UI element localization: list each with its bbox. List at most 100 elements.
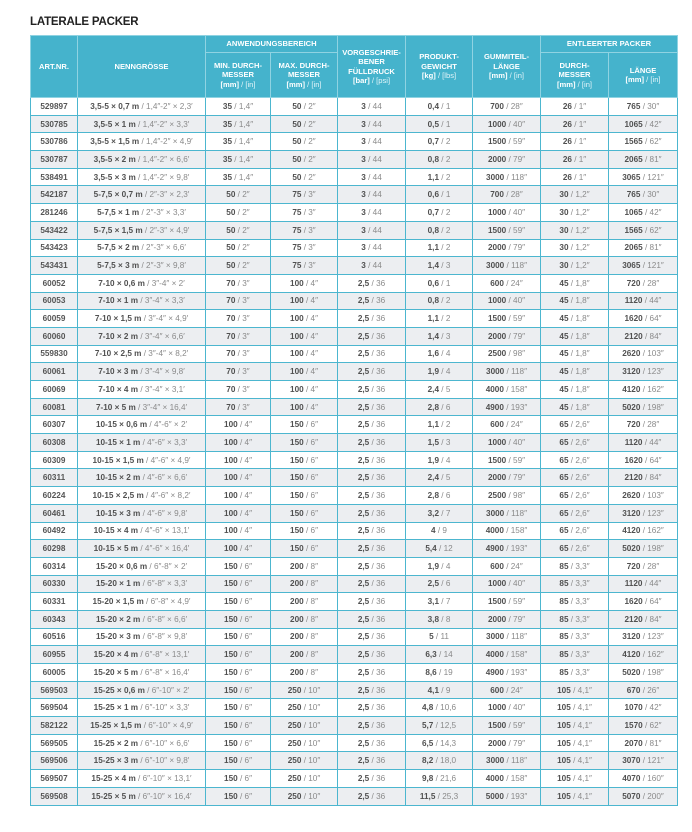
value-secondary: 3 <box>445 437 451 447</box>
separator: / <box>301 685 309 695</box>
value-primary: 0,5 <box>427 119 440 129</box>
value-primary: 105 <box>557 720 571 730</box>
value-primary: 150 <box>224 579 238 589</box>
value-secondary: 6″ <box>310 473 318 483</box>
value-primary: 2,5 <box>357 667 370 677</box>
separator: / <box>369 773 377 783</box>
value-primary: 3 <box>361 243 366 253</box>
value-primary: 75 <box>292 261 302 271</box>
cell-entleert-durchmesser: 105 / 4,1″ <box>540 698 610 718</box>
value-secondary: 118″ <box>511 367 528 377</box>
value-primary: 1620 <box>624 455 643 465</box>
separator: / <box>369 561 377 571</box>
separator: / <box>232 119 239 129</box>
separator: / <box>506 243 514 253</box>
table-row: 60224 10-15 × 2,5 m / 4″-6″ × 8,2′ 100 / 4… <box>30 486 679 505</box>
cell-gummiteil-laenge: 4000 / 158″ <box>472 769 542 788</box>
value-secondary: 9 <box>445 685 451 695</box>
value-primary: 85 <box>559 667 569 677</box>
separator: / <box>503 685 511 695</box>
cell-art-nr: 60516 <box>30 627 78 647</box>
value-primary: 150 <box>290 490 304 500</box>
cell-entleert-laenge: 2620 / 103″ <box>608 344 679 364</box>
separator: / <box>301 773 309 783</box>
value-secondary: 8″ <box>310 579 318 589</box>
value-primary: 15-25 × 2 m <box>93 738 139 748</box>
cell-entleert-durchmesser: 30 / 1,2″ <box>540 220 610 240</box>
separator: / <box>138 756 145 766</box>
separator: / <box>570 720 578 730</box>
value-primary: 70 <box>226 331 236 341</box>
separator: / <box>235 225 243 235</box>
value-secondary: 1 <box>445 119 451 129</box>
separator: / <box>369 437 377 447</box>
separator: / <box>303 455 311 465</box>
value-primary: 150 <box>224 773 238 783</box>
value-primary: 3000 <box>486 632 505 642</box>
value-primary: 15-25 × 1,5 m <box>90 720 142 730</box>
value-secondary: 4″ <box>310 278 318 288</box>
cell-min-durchmesser: 150 / 6″ <box>205 663 271 682</box>
value-secondary: 36 <box>376 402 386 412</box>
value-secondary: 6 <box>445 579 451 589</box>
value-secondary: 36 <box>376 773 386 783</box>
value-secondary: 36 <box>376 720 386 730</box>
cell-gewicht: 0,8 / 2 <box>405 291 474 311</box>
separator: / <box>503 791 511 801</box>
cell-min-durchmesser: 100 / 4″ <box>205 521 271 541</box>
value-secondary: 6″-8″ × 3,3′ <box>147 579 188 589</box>
value-primary: 2,5 <box>357 703 370 713</box>
value-secondary: 158″ <box>510 526 528 536</box>
separator: / <box>365 154 373 164</box>
value-primary: 3 <box>361 190 366 200</box>
separator: / <box>506 437 514 447</box>
value-primary: 7-10 × 5 m <box>95 402 136 412</box>
separator: / <box>237 473 245 483</box>
separator: / <box>503 101 511 111</box>
value-secondary: 1,4″-2″ × 4,9′ <box>146 137 193 147</box>
cell-entleert-laenge: 5020 / 198″ <box>608 397 679 417</box>
cell-gummiteil-laenge: 2000 / 79″ <box>472 150 542 169</box>
value-secondary: 103″ <box>647 490 664 500</box>
value-primary: 70 <box>226 296 236 306</box>
cell-min-durchmesser: 70 / 3″ <box>205 344 271 364</box>
value-secondary: 1,8″ <box>575 296 590 306</box>
value-primary: 150 <box>224 561 238 571</box>
value-secondary: 121″ <box>647 756 664 766</box>
value-primary: 3120 <box>622 367 641 377</box>
separator: / <box>138 367 145 377</box>
value-secondary: 198″ <box>647 667 664 677</box>
value-primary: 4000 <box>485 384 504 394</box>
separator: / <box>142 225 150 235</box>
separator: / <box>303 473 311 483</box>
separator: / <box>141 349 149 359</box>
value-primary: 105 <box>557 791 571 801</box>
value-primary: 105 <box>557 773 571 783</box>
value-primary: 2000 <box>487 738 507 748</box>
separator: / <box>369 331 377 341</box>
value-secondary: 118″ <box>511 508 528 518</box>
cell-gewicht: 0,6 / 1 <box>405 185 474 205</box>
value-secondary: 44 <box>372 172 382 182</box>
value-secondary: 44 <box>372 207 382 217</box>
value-primary: 10-15 × 2,5 m <box>92 490 144 500</box>
value-primary: 150 <box>224 667 238 677</box>
value-primary: 65 <box>559 473 569 483</box>
cell-art-nr: 569505 <box>30 733 78 753</box>
separator: / <box>143 490 151 500</box>
separator: / <box>642 473 650 483</box>
cell-entleert-laenge: 1565 / 62″ <box>608 132 679 152</box>
value-primary: 250 <box>287 685 302 695</box>
cell-gummiteil-laenge: 4000 / 158″ <box>472 645 542 664</box>
cell-entleert-durchmesser: 30 / 1,2″ <box>540 203 610 222</box>
separator: / <box>138 667 145 677</box>
cell-art-nr: 582122 <box>30 716 78 735</box>
value-primary: 4070 <box>622 773 641 783</box>
value-secondary: 6″ <box>244 597 252 607</box>
cell-min-durchmesser: 35 / 1,4″ <box>205 132 271 152</box>
value-secondary: 44 <box>372 137 382 147</box>
cell-fuelldruck: 2,5 / 36 <box>337 397 407 417</box>
value-primary: 2,5 <box>357 508 370 518</box>
cell-nenngroesse: 15-25 × 2 m / 6″-10″ × 6,6′ <box>77 733 206 753</box>
value-secondary: 2 <box>445 314 451 324</box>
